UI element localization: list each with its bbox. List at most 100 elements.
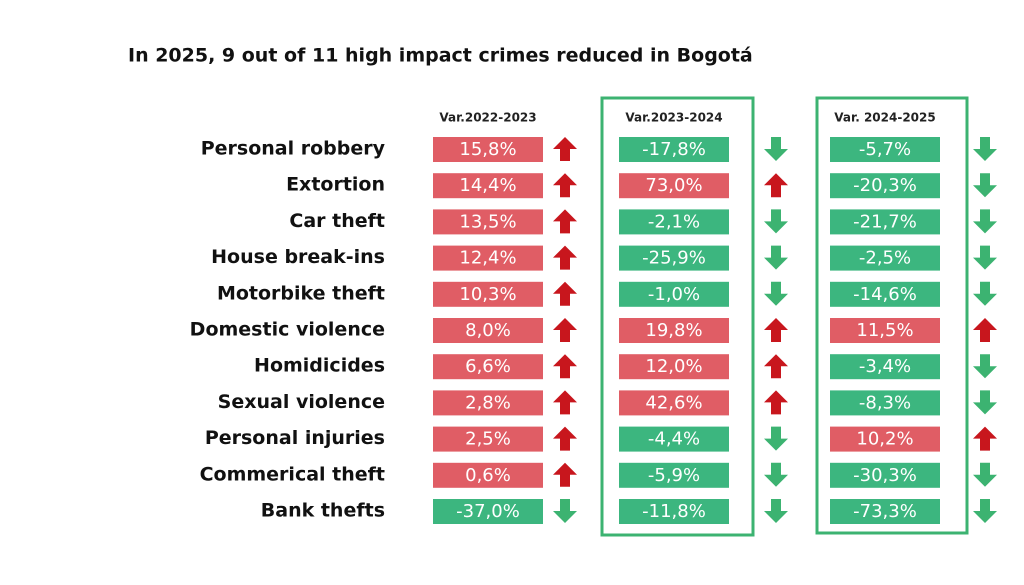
value-text: -8,3% bbox=[859, 392, 911, 413]
arrow-down bbox=[973, 245, 997, 270]
value-cell bbox=[830, 318, 940, 343]
value-text: 15,8% bbox=[459, 139, 516, 160]
value-text: 10,3% bbox=[459, 284, 516, 305]
value-text: 10,2% bbox=[856, 429, 913, 450]
value-cell bbox=[433, 137, 543, 162]
arrow-down bbox=[973, 209, 997, 234]
value-cell bbox=[433, 426, 543, 452]
arrow-up bbox=[973, 318, 997, 342]
value-cell bbox=[433, 462, 543, 488]
value-text: 2,8% bbox=[465, 392, 511, 413]
row-label: House break-ins bbox=[211, 246, 385, 268]
row-label: Domestic violence bbox=[190, 319, 385, 341]
arrow-up bbox=[553, 245, 577, 270]
value-cell bbox=[433, 354, 543, 380]
value-cell bbox=[830, 209, 940, 235]
value-text: 14,4% bbox=[459, 175, 516, 196]
arrow-down bbox=[764, 245, 788, 270]
arrow-down bbox=[553, 499, 577, 523]
value-cell bbox=[619, 462, 729, 488]
arrow-up bbox=[553, 209, 577, 234]
value-text: 11,5% bbox=[856, 320, 913, 341]
value-cell bbox=[619, 426, 729, 452]
arrow-down bbox=[764, 462, 788, 487]
arrow-up bbox=[553, 354, 577, 379]
value-text: 6,6% bbox=[465, 356, 511, 377]
value-cell bbox=[433, 245, 543, 271]
arrow-up bbox=[973, 426, 997, 451]
row-label: Commerical theft bbox=[200, 463, 385, 485]
value-cell bbox=[619, 499, 729, 524]
column-header: Var.2023-2024 bbox=[625, 111, 722, 125]
value-text: -14,6% bbox=[853, 284, 917, 305]
arrow-up bbox=[553, 137, 577, 161]
value-cell bbox=[830, 137, 940, 162]
arrow-down bbox=[764, 426, 788, 451]
arrow-up bbox=[553, 426, 577, 451]
arrow-up bbox=[764, 390, 788, 415]
row-label: Motorbike theft bbox=[217, 282, 385, 304]
column-frame bbox=[815, 96, 969, 535]
value-cell bbox=[433, 318, 543, 343]
value-text: -1,0% bbox=[648, 284, 700, 305]
arrow-up bbox=[553, 281, 577, 306]
arrow-down bbox=[973, 281, 997, 306]
value-text: 13,5% bbox=[459, 211, 516, 232]
value-text: 2,5% bbox=[465, 429, 511, 450]
value-cell bbox=[619, 390, 729, 416]
value-text: -4,4% bbox=[648, 429, 700, 450]
value-cell bbox=[830, 173, 940, 199]
row-label: Personal robbery bbox=[201, 138, 386, 160]
value-text: -3,4% bbox=[859, 356, 911, 377]
row-label: Car theft bbox=[289, 210, 385, 232]
value-cell bbox=[619, 354, 729, 380]
value-cell bbox=[433, 499, 543, 524]
value-cell bbox=[433, 281, 543, 307]
value-text: -21,7% bbox=[853, 211, 917, 232]
value-text: 12,4% bbox=[459, 248, 516, 269]
arrow-down bbox=[973, 173, 997, 198]
value-cell bbox=[830, 426, 940, 452]
value-text: -30,3% bbox=[853, 465, 917, 486]
value-cell bbox=[830, 390, 940, 416]
arrow-down bbox=[973, 462, 997, 487]
value-text: -73,3% bbox=[853, 501, 917, 522]
value-cell bbox=[619, 209, 729, 235]
arrow-up bbox=[764, 318, 788, 342]
title: In 2025, 9 out of 11 high impact crimes … bbox=[128, 45, 753, 67]
arrow-down bbox=[764, 209, 788, 234]
value-cell bbox=[433, 173, 543, 199]
value-cell bbox=[433, 209, 543, 235]
column-header: Var.2022-2023 bbox=[439, 111, 536, 125]
value-text: 0,6% bbox=[465, 465, 511, 486]
value-text: 8,0% bbox=[465, 320, 511, 341]
value-text: -2,5% bbox=[859, 248, 911, 269]
value-cell bbox=[433, 390, 543, 416]
value-text: 12,0% bbox=[645, 356, 702, 377]
value-text: -5,7% bbox=[859, 139, 911, 160]
arrow-up bbox=[553, 173, 577, 198]
value-text: 42,6% bbox=[645, 392, 702, 413]
arrow-down bbox=[764, 281, 788, 306]
row-label: Sexual violence bbox=[218, 391, 385, 413]
row-label: Homidicides bbox=[254, 355, 385, 377]
arrow-down bbox=[764, 499, 788, 523]
value-cell bbox=[619, 173, 729, 199]
arrow-down bbox=[973, 390, 997, 415]
column-header: Var. 2024-2025 bbox=[834, 111, 935, 125]
arrow-up bbox=[553, 390, 577, 415]
value-text: -25,9% bbox=[642, 248, 706, 269]
value-cell bbox=[619, 245, 729, 271]
arrow-up bbox=[764, 173, 788, 198]
value-cell bbox=[619, 281, 729, 307]
value-text: -5,9% bbox=[648, 465, 700, 486]
arrow-down bbox=[764, 137, 788, 161]
value-cell bbox=[830, 354, 940, 380]
row-label: Extortion bbox=[286, 174, 385, 196]
value-cell bbox=[830, 281, 940, 307]
value-text: -20,3% bbox=[853, 175, 917, 196]
value-cell bbox=[619, 318, 729, 343]
row-label: Personal injuries bbox=[205, 427, 385, 449]
value-text: -17,8% bbox=[642, 139, 706, 160]
arrow-up bbox=[553, 318, 577, 342]
